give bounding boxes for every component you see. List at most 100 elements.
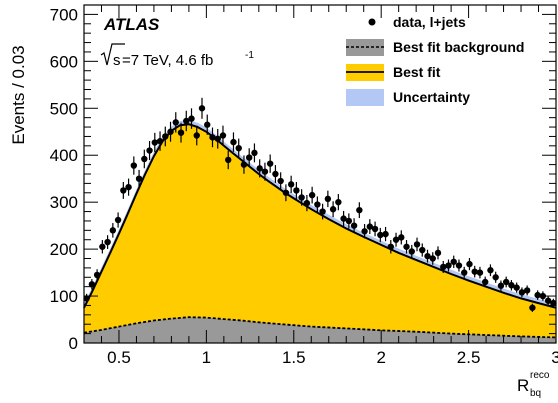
data-point-marker xyxy=(455,262,463,269)
data-point xyxy=(209,127,216,148)
data-point-marker xyxy=(287,181,295,188)
data-point-marker xyxy=(482,278,489,286)
data-point xyxy=(455,259,463,272)
data-point-marker xyxy=(183,117,190,125)
data-point xyxy=(319,203,326,220)
data-point-marker xyxy=(450,258,457,265)
y-tick-label: 0 xyxy=(69,334,78,353)
data-point xyxy=(130,156,138,175)
data-point-marker xyxy=(377,231,384,239)
data-point xyxy=(114,212,122,228)
data-point xyxy=(146,141,153,161)
data-point-marker xyxy=(508,282,515,289)
legend-label-uncertainty: Uncertainty xyxy=(393,89,470,105)
data-point xyxy=(272,165,279,183)
data-point-marker xyxy=(529,304,536,311)
data-point xyxy=(413,237,421,252)
energy-label-sup: -1 xyxy=(245,50,254,61)
y-tick-label: 400 xyxy=(50,146,78,165)
experiment-label: ATLAS xyxy=(103,15,160,34)
x-axis-title-main: R xyxy=(517,376,529,395)
data-point xyxy=(125,178,132,196)
energy-label: s =7 TeV, 4.6 fb -1 xyxy=(100,43,254,69)
data-point-marker xyxy=(214,135,221,142)
y-axis-title: Events / 0.03 xyxy=(9,45,28,144)
data-points-layer xyxy=(83,97,557,312)
data-point xyxy=(141,149,148,169)
data-point-marker xyxy=(518,289,526,296)
data-point-marker xyxy=(114,216,122,224)
data-point xyxy=(308,186,316,204)
data-point-marker xyxy=(282,189,290,196)
data-point xyxy=(120,181,127,199)
data-point-marker xyxy=(471,268,478,275)
y-tick-label: 500 xyxy=(50,99,78,118)
data-point-marker xyxy=(303,199,311,207)
legend: data, l+jets Best fit background Best fi… xyxy=(346,14,524,106)
data-point xyxy=(293,181,300,199)
data-point-marker xyxy=(146,147,153,154)
x-tick-label: 2.5 xyxy=(457,348,481,367)
data-point xyxy=(508,280,515,291)
data-point-marker xyxy=(461,269,468,276)
data-point xyxy=(251,143,258,163)
data-point xyxy=(377,227,384,243)
data-point-marker xyxy=(497,282,505,289)
legend-marker-data xyxy=(368,18,376,26)
data-point-marker xyxy=(251,149,258,157)
data-point xyxy=(434,246,442,260)
x-axis-title-sup: reco xyxy=(530,370,550,381)
y-tick-label: 100 xyxy=(50,287,78,306)
data-point-marker xyxy=(246,154,253,161)
data-point-marker xyxy=(440,263,447,271)
data-point xyxy=(408,244,415,259)
data-point xyxy=(366,219,374,234)
data-point-marker xyxy=(350,222,358,229)
data-point xyxy=(183,110,190,132)
data-point-marker xyxy=(298,194,305,201)
data-point-marker xyxy=(167,128,174,135)
data-point-marker xyxy=(261,168,269,175)
data-point xyxy=(287,175,295,193)
data-point xyxy=(461,266,468,279)
data-point xyxy=(403,240,410,254)
x-tick-label: 1.5 xyxy=(282,348,306,367)
data-point-marker xyxy=(340,215,347,222)
data-point-marker xyxy=(492,274,499,281)
x-tick-label: 1 xyxy=(202,348,211,367)
data-point xyxy=(350,218,358,234)
data-point xyxy=(104,235,111,249)
data-point-marker xyxy=(476,269,484,276)
data-point-marker xyxy=(335,198,342,206)
data-point-marker xyxy=(387,243,394,250)
data-point-marker xyxy=(308,191,316,199)
legend-label-bestfit: Best fit xyxy=(393,64,441,80)
data-point xyxy=(235,138,242,158)
data-point-marker xyxy=(413,241,421,248)
data-point-marker xyxy=(329,206,337,213)
data-point-marker xyxy=(324,195,332,203)
data-point xyxy=(329,201,337,218)
data-point-marker xyxy=(356,206,363,214)
data-point xyxy=(529,303,536,312)
data-point-marker xyxy=(198,105,206,112)
data-point-marker xyxy=(240,161,248,168)
data-point xyxy=(282,184,290,202)
data-point-marker xyxy=(429,255,436,262)
data-point-marker xyxy=(277,177,284,185)
data-point xyxy=(523,285,531,296)
data-point xyxy=(419,243,426,257)
data-point xyxy=(482,276,489,288)
data-point-marker xyxy=(319,208,326,215)
data-point xyxy=(298,189,305,206)
y-tick-label: 700 xyxy=(50,5,78,24)
data-point xyxy=(466,258,473,271)
data-point xyxy=(534,290,541,300)
data-point xyxy=(382,226,389,242)
data-point xyxy=(256,159,263,178)
background-fill-layer xyxy=(84,317,556,343)
data-point-marker xyxy=(88,281,96,288)
data-point xyxy=(387,240,394,254)
data-point xyxy=(502,276,510,288)
data-point-marker xyxy=(403,243,410,250)
